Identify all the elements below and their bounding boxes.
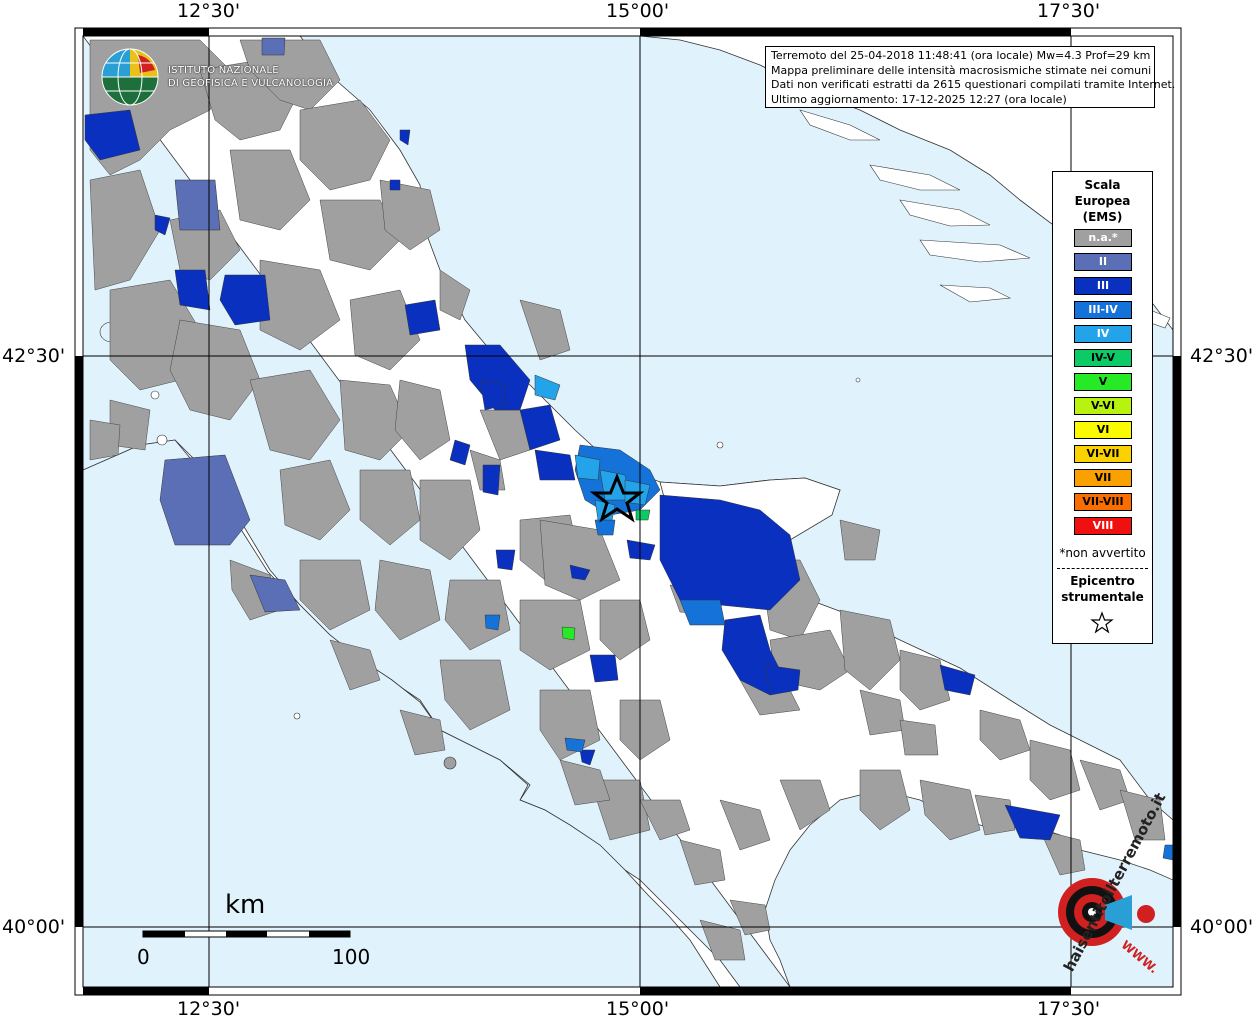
- scale-start: 0: [137, 945, 150, 969]
- balkan-coast: [639, 36, 1173, 331]
- island: [716, 441, 724, 449]
- info-line-2: Mappa preliminare delle intensità macros…: [771, 63, 1152, 77]
- intensity-v-areas: [561, 626, 576, 641]
- legend-swatch: VI-VII: [1074, 445, 1132, 463]
- island: [939, 284, 1012, 303]
- legend-swatch: IV-V: [1074, 349, 1132, 367]
- legend-note: *non avvertito: [1059, 546, 1146, 560]
- event-info-box: Terremoto del 25-04-2018 11:48:41 (ora l…: [765, 46, 1176, 108]
- scale-unit: km: [225, 890, 266, 920]
- island: [799, 109, 881, 141]
- info-line-4: Ultimo aggiornamento: 17-12-2025 12:27 (…: [771, 92, 1067, 106]
- epicenter-title-line-1: Epicentro: [1070, 574, 1135, 588]
- legend-swatch: II: [1074, 253, 1132, 271]
- legend-title: Scala Europea (EMS): [1053, 177, 1152, 225]
- epicenter-legend-title: Epicentro strumentale: [1053, 573, 1152, 605]
- legend-swatch: III: [1074, 277, 1132, 295]
- lon-label-bottom-3: 17°30': [1037, 998, 1101, 1020]
- epicenter-star-icon: [1090, 611, 1114, 634]
- lon-label-top-2: 15°00': [606, 0, 670, 22]
- lat-label-right-2: 40°00': [1190, 916, 1254, 938]
- intensity-iii-areas: [84, 109, 1061, 841]
- logo-line-1: ISTITUTO NAZIONALE: [168, 65, 279, 76]
- legend-swatch: n.a.*: [1074, 229, 1132, 247]
- legend-swatch: III-IV: [1074, 301, 1132, 319]
- island: [150, 390, 160, 400]
- na-municipalities: [89, 39, 1166, 961]
- island: [443, 756, 457, 770]
- ingv-logo-text: ISTITUTO NAZIONALE DI GEOFISICA E VULCAN…: [168, 64, 333, 90]
- lon-label-bottom-1: 12°30': [177, 998, 241, 1020]
- info-line-1: Terremoto del 25-04-2018 11:48:41 (ora l…: [771, 49, 1151, 62]
- island: [293, 712, 301, 720]
- legend-swatch: VIII: [1074, 517, 1132, 535]
- lon-label-top-1: 12°30': [177, 0, 241, 22]
- island: [855, 377, 861, 383]
- lon-label-top-3: 17°30': [1037, 0, 1101, 22]
- map-frame: [74, 27, 1182, 996]
- scale-end: 100: [332, 945, 371, 969]
- legend-separator: [1057, 568, 1148, 569]
- scale-bar: [142, 930, 351, 938]
- legend-title-line-1: Scala: [1084, 178, 1121, 192]
- legend-swatch: IV: [1074, 325, 1132, 343]
- legend-title-line-2: Europea: [1074, 194, 1131, 208]
- logo-line-2: DI GEOFISICA E VULCANOLOGIA: [168, 78, 334, 89]
- epicenter-title-line-2: strumentale: [1061, 590, 1144, 604]
- epicenter-star: [589, 473, 645, 523]
- lat-label-right-1: 42°30': [1190, 345, 1254, 367]
- intensity-iv-v-areas: [635, 509, 651, 521]
- island: [869, 164, 961, 191]
- legend-swatch: V: [1074, 373, 1132, 391]
- ingv-logo-globe: [101, 48, 159, 106]
- legend-swatch: VII-VIII: [1074, 493, 1132, 511]
- haisentito-logo-icon: [1058, 878, 1155, 946]
- legend-swatch: V-VI: [1074, 397, 1132, 415]
- island: [899, 199, 991, 227]
- watermark-text: haisentitoilterremoto.it WWW.: [1040, 790, 1170, 976]
- legend-title-line-3: (EMS): [1082, 210, 1123, 224]
- info-line-3: Dati non verificati estratti da 2615 que…: [771, 78, 1176, 91]
- lon-label-bottom-2: 15°00': [606, 998, 670, 1020]
- island: [156, 434, 168, 446]
- legend-swatch: VII: [1074, 469, 1132, 487]
- legend-swatch: VI: [1074, 421, 1132, 439]
- island: [919, 239, 1031, 263]
- lat-label-left-2: 40°00': [2, 916, 66, 938]
- ems-legend: Scala Europea (EMS) n.a.* II III III-IV IV IV…: [1052, 171, 1153, 644]
- lat-label-left-1: 42°30': [2, 345, 66, 367]
